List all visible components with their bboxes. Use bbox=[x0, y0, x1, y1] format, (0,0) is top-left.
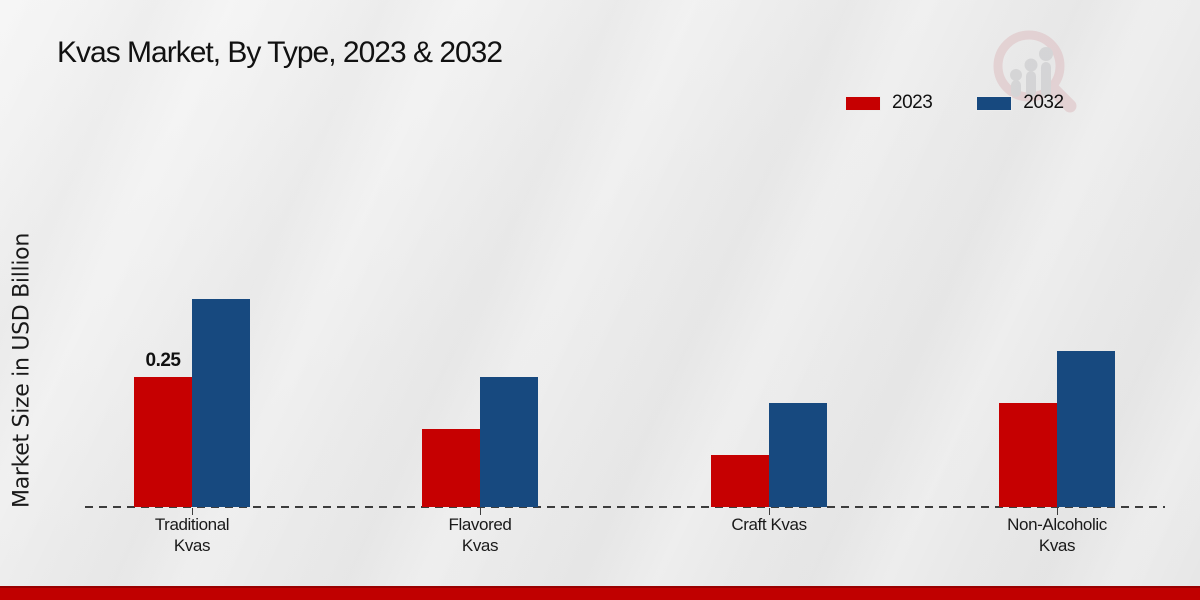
category-label-non-alcoholic-kvas: Non-Alcoholic Kvas bbox=[967, 514, 1147, 556]
category-label-traditional-kvas: Traditional Kvas bbox=[102, 514, 282, 556]
x-axis-baseline bbox=[85, 506, 1165, 508]
x-axis-tick-flavored-kvas bbox=[480, 508, 481, 515]
bar-2032-non-alcoholic-kvas bbox=[1057, 351, 1115, 507]
market-research-magnifier-logo-icon bbox=[993, 30, 1077, 113]
chart-title: Kvas Market, By Type, 2023 & 2032 bbox=[57, 36, 503, 69]
legend-item-2023: 2023 bbox=[845, 92, 933, 114]
bar-2032-flavored-kvas bbox=[480, 377, 538, 507]
x-axis-tick-non-alcoholic-kvas bbox=[1057, 508, 1058, 515]
category-label-flavored-kvas: Flavored Kvas bbox=[390, 514, 570, 556]
bar-2023-flavored-kvas bbox=[422, 429, 480, 507]
bar-2023-traditional-kvas bbox=[134, 377, 192, 507]
category-label-line: Flavored bbox=[448, 515, 512, 534]
legend-item-2032: 2032 bbox=[976, 92, 1064, 114]
legend: 2023 2032 bbox=[845, 92, 1064, 114]
bar-2023-craft-kvas bbox=[711, 455, 769, 507]
category-label-line: Traditional bbox=[154, 515, 230, 534]
legend-label-2032: 2032 bbox=[1023, 92, 1064, 113]
bar-2032-craft-kvas bbox=[769, 403, 827, 507]
bar-2032-traditional-kvas bbox=[192, 299, 250, 507]
x-axis-tick-traditional-kvas bbox=[192, 508, 193, 515]
legend-label-2023: 2023 bbox=[892, 92, 933, 113]
legend-swatch-2032 bbox=[976, 95, 1013, 111]
category-label-line: Craft Kvas bbox=[731, 515, 807, 534]
footer-accent-band bbox=[0, 586, 1200, 600]
category-label-line: Kvas bbox=[461, 536, 499, 555]
bar-2023-non-alcoholic-kvas bbox=[999, 403, 1057, 507]
category-label-craft-kvas: Craft Kvas bbox=[679, 514, 859, 535]
legend-swatch-2023 bbox=[845, 95, 881, 111]
category-label-line: Non-Alcoholic bbox=[1007, 515, 1107, 534]
category-label-line: Kvas bbox=[173, 536, 211, 555]
data-label-2023-traditional-kvas: 0.25 bbox=[145, 350, 181, 371]
category-label-line: Kvas bbox=[1038, 536, 1076, 555]
x-axis-tick-craft-kvas bbox=[769, 508, 770, 515]
